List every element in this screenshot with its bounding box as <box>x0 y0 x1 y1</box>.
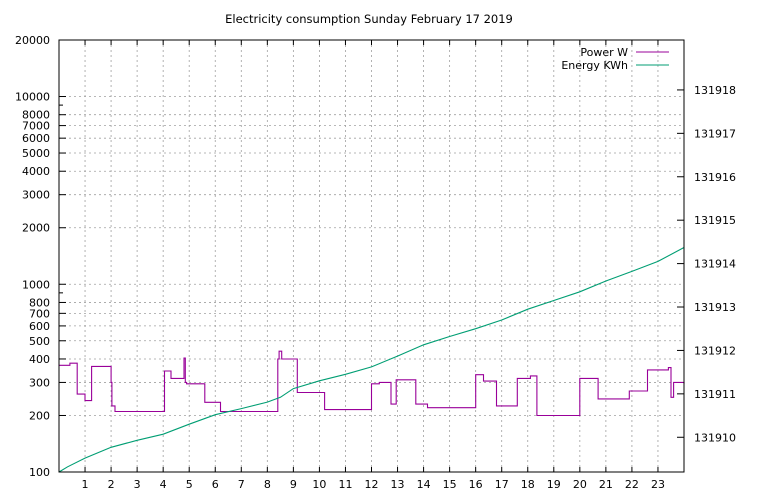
x-tick-label: 19 <box>547 478 561 491</box>
series-line-power <box>59 350 685 417</box>
x-tick-label: 1 <box>82 478 89 491</box>
y-tick-label: 800 <box>29 296 50 309</box>
y-tick-label: 6000 <box>22 132 50 145</box>
x-tick-label: 12 <box>365 478 379 491</box>
y-tick-label: 500 <box>29 335 50 348</box>
series-line-energy <box>58 247 685 473</box>
y-tick-label: 700 <box>29 307 50 320</box>
y-tick-label: 300 <box>29 376 50 389</box>
x-tick-label: 15 <box>443 478 457 491</box>
y2-tick-label: 131917 <box>694 127 736 140</box>
grid <box>59 40 684 472</box>
y2-tick-label: 131915 <box>694 214 736 227</box>
x-tick-label: 18 <box>521 478 535 491</box>
y-tick-label: 20000 <box>15 34 50 47</box>
x-tick-label: 6 <box>212 478 219 491</box>
legend-label: Energy KWh <box>561 59 628 72</box>
axes: 1 2 3 4 5 6 7 8 9 10 11 12 13 14 15 16 17 18 19 20 21 22 23100… <box>15 34 736 491</box>
x-tick-label: 5 <box>186 478 193 491</box>
x-tick-label: 17 <box>495 478 509 491</box>
y-tick-label: 3000 <box>22 189 50 202</box>
x-tick-label: 7 <box>238 478 245 491</box>
x-tick-label: 14 <box>417 478 431 491</box>
y2-tick-label: 131916 <box>694 171 736 184</box>
x-tick-label: 23 <box>651 478 665 491</box>
x-tick-label: 16 <box>469 478 483 491</box>
y-tick-label: 100 <box>29 466 50 479</box>
y-tick-label: 200 <box>29 409 50 422</box>
y2-tick-label: 131914 <box>694 258 736 271</box>
x-tick-label: 10 <box>312 478 326 491</box>
y-tick-label: 7000 <box>22 120 50 133</box>
plot-area <box>58 247 685 473</box>
chart-title: Electricity consumption Sunday February … <box>225 12 513 26</box>
x-tick-label: 4 <box>160 478 167 491</box>
y-tick-label: 1000 <box>22 278 50 291</box>
x-tick-label: 8 <box>264 478 271 491</box>
y-tick-label: 2000 <box>22 222 50 235</box>
y-tick-label: 400 <box>29 353 50 366</box>
x-tick-label: 11 <box>338 478 352 491</box>
legend-label: Power W <box>580 46 628 59</box>
x-tick-label: 9 <box>290 478 297 491</box>
y2-tick-label: 131912 <box>694 344 736 357</box>
x-tick-label: 20 <box>573 478 587 491</box>
y-tick-label: 4000 <box>22 165 50 178</box>
x-tick-label: 22 <box>625 478 639 491</box>
x-tick-label: 21 <box>599 478 613 491</box>
y-tick-label: 8000 <box>22 109 50 122</box>
x-tick-label: 13 <box>391 478 405 491</box>
y-tick-label: 10000 <box>15 91 50 104</box>
y-tick-label: 5000 <box>22 147 50 160</box>
y2-tick-label: 131913 <box>694 301 736 314</box>
x-tick-label: 2 <box>108 478 115 491</box>
y-tick-label: 600 <box>29 320 50 333</box>
y2-tick-label: 131911 <box>694 388 736 401</box>
x-tick-label: 3 <box>134 478 141 491</box>
y2-tick-label: 131910 <box>694 431 736 444</box>
y2-tick-label: 131918 <box>694 84 736 97</box>
